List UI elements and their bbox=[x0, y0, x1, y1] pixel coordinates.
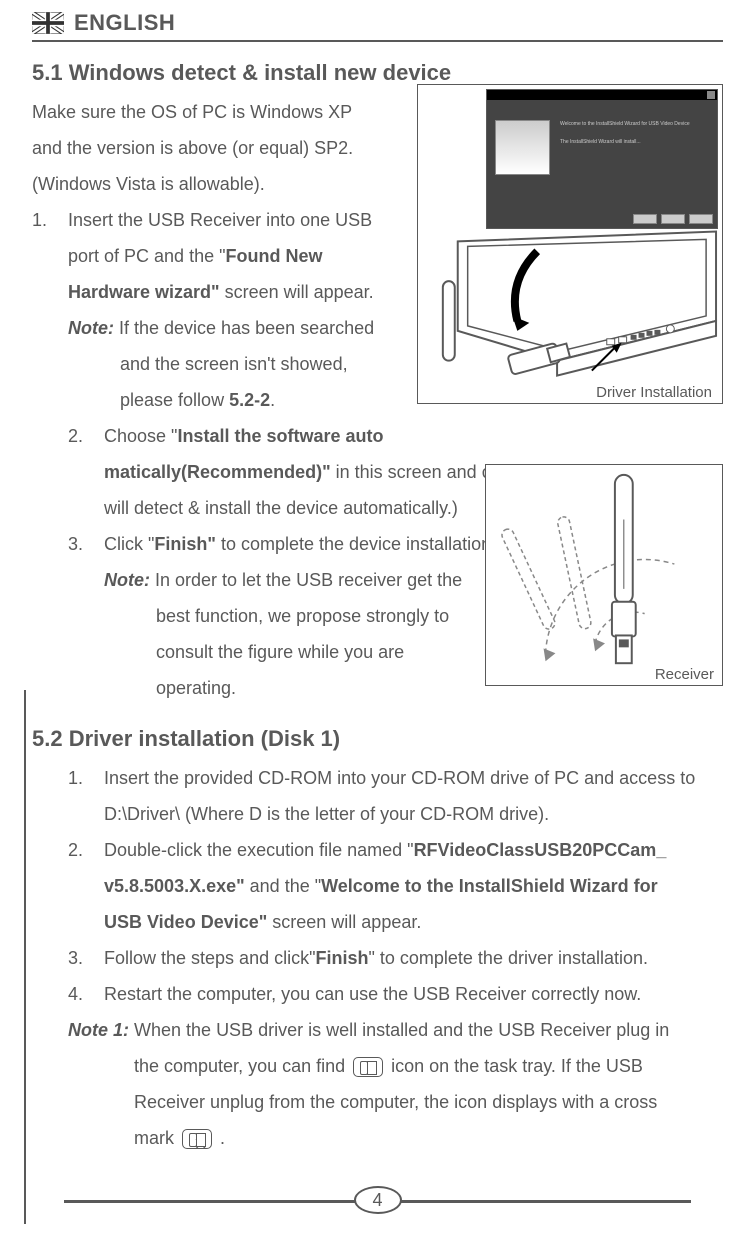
page-number: 4 bbox=[32, 1186, 723, 1214]
receiver-diagram bbox=[486, 465, 722, 685]
s2-note1: Note 1: When the USB driver is well inst… bbox=[68, 1012, 723, 1156]
section-5-2-title: 5.2 Driver installation (Disk 1) bbox=[32, 726, 522, 752]
s2-item-3: 3. Follow the steps and click"Finish" to… bbox=[32, 940, 723, 976]
usb-tray-icon bbox=[353, 1057, 383, 1077]
item-1: 1. Insert the USB Receiver into one USB … bbox=[32, 202, 432, 418]
left-margin-line bbox=[24, 690, 26, 1224]
figure-receiver: Receiver bbox=[485, 464, 723, 686]
s2-item-2: 2. Double-click the execution file named… bbox=[32, 832, 723, 940]
intro-line1: Make sure the OS of PC is Windows XP bbox=[32, 94, 432, 130]
header-language: ENGLISH bbox=[74, 10, 175, 36]
intro-line3: (Windows Vista is allowable). bbox=[32, 166, 432, 202]
laptop-diagram bbox=[418, 229, 722, 403]
header: ENGLISH bbox=[32, 10, 723, 42]
figure-driver-installation: Welcome to the InstallShield Wizard for … bbox=[417, 84, 723, 404]
intro-line2: and the version is above (or equal) SP2. bbox=[32, 130, 432, 166]
s2-item-1: 1. Insert the provided CD-ROM into your … bbox=[32, 760, 723, 832]
usb-tray-cross-icon: ✕ bbox=[182, 1129, 212, 1149]
figure2-caption: Receiver bbox=[655, 666, 714, 683]
s2-item-4: 4. Restart the computer, you can use the… bbox=[32, 976, 723, 1012]
section-5-1-title: 5.1 Windows detect & install new device bbox=[32, 60, 723, 86]
uk-flag-icon bbox=[32, 12, 64, 34]
installer-window: Welcome to the InstallShield Wizard for … bbox=[486, 89, 718, 229]
figure1-caption: Driver Installation bbox=[596, 384, 712, 401]
